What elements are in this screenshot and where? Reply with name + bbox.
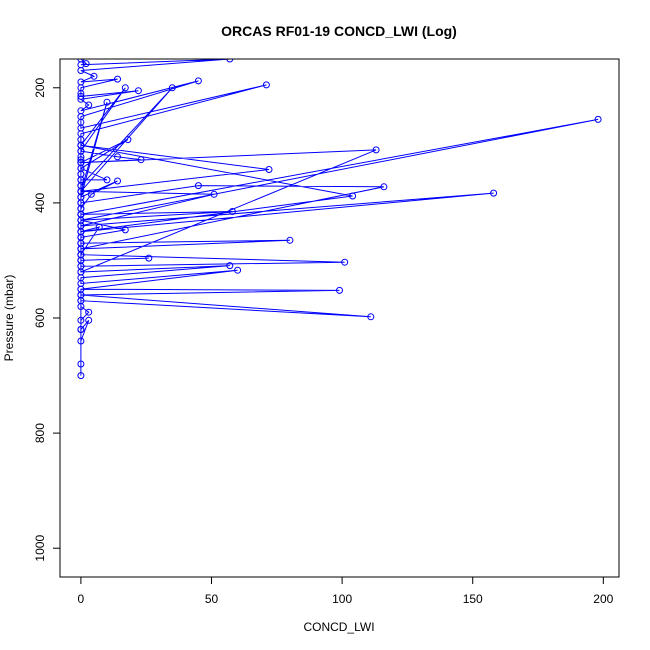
x-tick-label: 50 — [205, 592, 219, 606]
data-point — [336, 286, 343, 294]
data-point — [77, 141, 85, 149]
data-point — [77, 95, 85, 103]
data-point — [121, 84, 129, 92]
data-point — [103, 98, 111, 106]
data-point — [77, 156, 85, 164]
data-point — [341, 258, 349, 266]
y-tick-label: 1000 — [33, 535, 47, 562]
data-point — [168, 84, 176, 92]
x-axis-label: CONCD_LWI — [303, 620, 374, 634]
data-point — [77, 372, 85, 380]
data-point — [77, 187, 85, 195]
y-axis-label: Pressure (mbar) — [2, 275, 16, 362]
data-point — [594, 115, 602, 123]
data-point — [226, 59, 234, 63]
x-tick-label: 150 — [463, 592, 483, 606]
chart-title: ORCAS RF01-19 CONCD_LWI (Log) — [221, 23, 457, 39]
data-point — [367, 313, 375, 321]
data-point — [77, 159, 85, 167]
y-axis: 200 400 600 800 1000 — [33, 77, 61, 562]
x-tick-label: 100 — [332, 592, 352, 606]
data-point — [114, 75, 121, 83]
data-point — [262, 81, 270, 89]
data-point — [85, 308, 93, 316]
data-point — [85, 101, 93, 109]
x-tick-label: 0 — [78, 592, 85, 606]
data-point — [349, 192, 357, 200]
data-point — [210, 190, 218, 198]
data-point — [87, 190, 95, 198]
plot-area — [77, 59, 602, 380]
x-tick-label: 200 — [593, 592, 613, 606]
data-point — [95, 223, 103, 231]
data-point — [228, 208, 236, 215]
x-axis: 0 50 100 150 200 — [78, 576, 614, 606]
y-tick-label: 400 — [33, 193, 47, 213]
data-point — [226, 262, 234, 270]
data-point — [286, 236, 294, 244]
data-point — [77, 291, 85, 299]
data-point — [77, 67, 85, 74]
data-point — [134, 87, 142, 95]
data-point — [490, 189, 498, 197]
data-point — [77, 360, 85, 368]
data-point — [77, 216, 85, 224]
data-point — [145, 254, 153, 262]
data-point — [372, 146, 380, 154]
data-point — [77, 92, 85, 100]
data-point — [82, 60, 90, 68]
data-point — [194, 182, 202, 190]
data-point — [77, 337, 85, 345]
data-point — [114, 177, 121, 185]
series-line — [79, 59, 599, 376]
data-point — [85, 316, 93, 324]
y-tick-label: 200 — [33, 77, 47, 97]
plot-frame — [59, 58, 620, 578]
y-tick-label: 600 — [33, 308, 47, 328]
data-point — [77, 199, 85, 207]
data-point — [124, 136, 132, 144]
y-tick-label: 800 — [33, 423, 47, 443]
data-point — [121, 226, 129, 234]
data-point — [265, 166, 273, 173]
data-point — [380, 183, 388, 191]
data-point — [77, 316, 85, 324]
data-point — [90, 72, 98, 80]
data-point — [77, 251, 85, 259]
data-point — [103, 176, 111, 184]
data-point — [137, 156, 145, 164]
data-point — [114, 153, 121, 161]
data-point — [234, 266, 242, 274]
data-point — [194, 77, 202, 85]
data-point — [77, 326, 85, 333]
